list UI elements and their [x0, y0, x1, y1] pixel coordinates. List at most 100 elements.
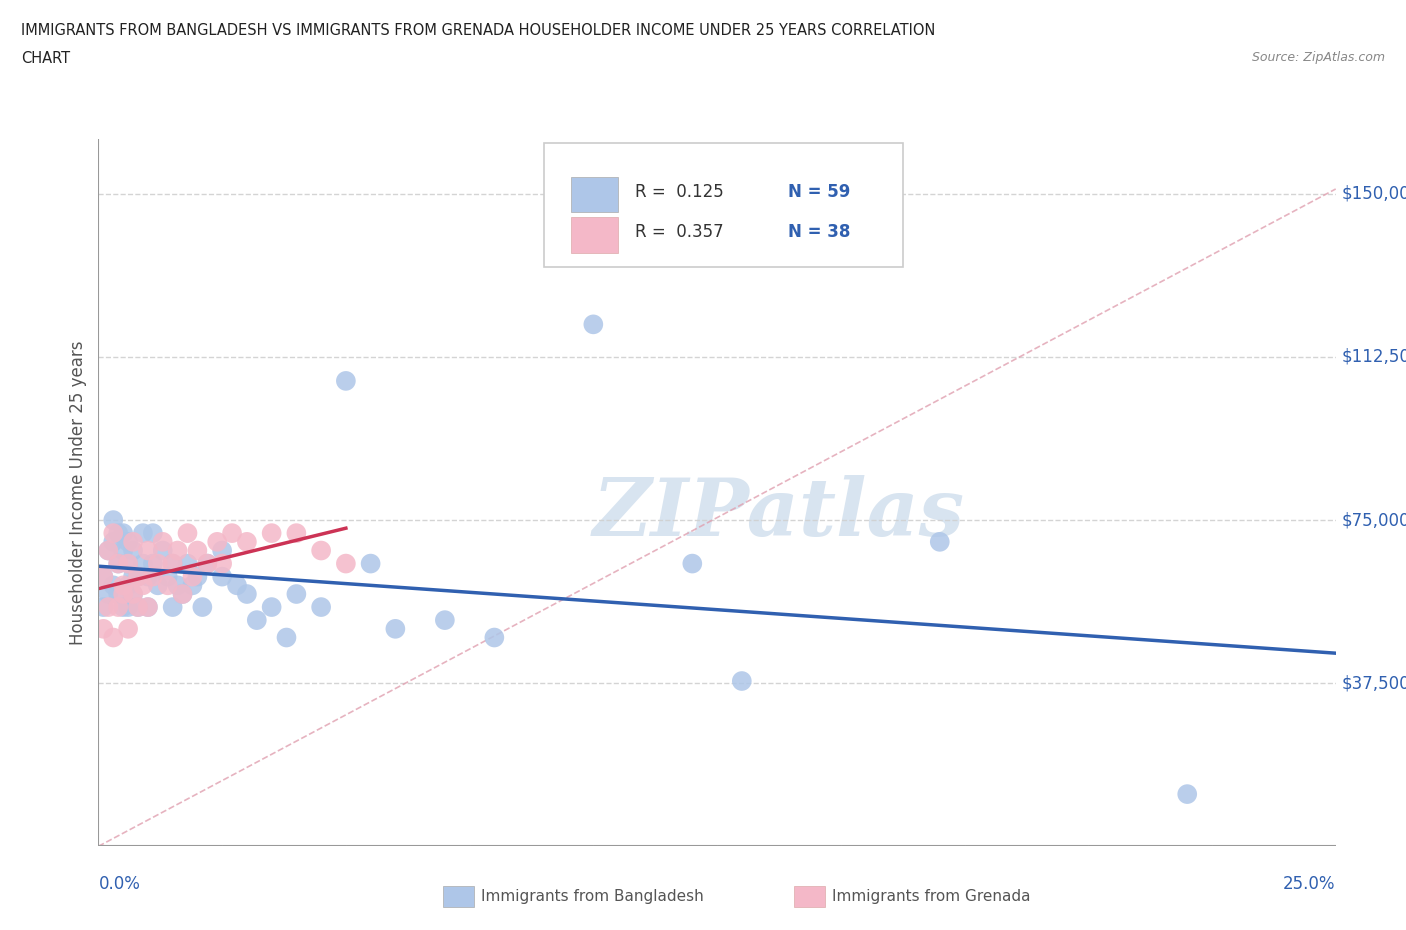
- Point: [195, 556, 218, 571]
- Point: [142, 525, 165, 540]
- FancyBboxPatch shape: [544, 143, 903, 267]
- Point: [236, 587, 259, 602]
- Point: [260, 600, 283, 615]
- Point: [97, 543, 120, 558]
- Point: [166, 543, 188, 558]
- Point: [285, 525, 308, 540]
- Point: [176, 556, 198, 571]
- Point: [93, 621, 115, 636]
- Point: [122, 569, 145, 584]
- Point: [127, 600, 149, 615]
- Point: [186, 569, 208, 584]
- Point: [211, 556, 233, 571]
- Point: [205, 535, 228, 550]
- Text: $75,000: $75,000: [1341, 512, 1406, 529]
- Point: [236, 535, 259, 550]
- Point: [582, 317, 605, 332]
- Point: [172, 587, 194, 602]
- Point: [107, 556, 129, 571]
- Point: [360, 556, 382, 571]
- Point: [103, 525, 125, 540]
- Point: [103, 631, 125, 645]
- Point: [122, 587, 145, 602]
- Point: [112, 578, 135, 592]
- Point: [136, 600, 159, 615]
- FancyBboxPatch shape: [571, 177, 619, 212]
- Text: $150,000: $150,000: [1341, 185, 1406, 203]
- Point: [127, 600, 149, 615]
- Point: [97, 587, 120, 602]
- Text: Immigrants from Bangladesh: Immigrants from Bangladesh: [481, 889, 703, 904]
- Point: [285, 587, 308, 602]
- Text: CHART: CHART: [21, 51, 70, 66]
- Point: [221, 525, 243, 540]
- Point: [172, 587, 194, 602]
- Point: [122, 587, 145, 602]
- Point: [166, 578, 188, 592]
- Text: 25.0%: 25.0%: [1284, 874, 1336, 893]
- Point: [260, 525, 283, 540]
- Point: [127, 569, 149, 584]
- Point: [181, 569, 204, 584]
- Point: [103, 578, 125, 592]
- Point: [309, 600, 332, 615]
- Point: [731, 673, 754, 688]
- Point: [107, 556, 129, 571]
- Point: [191, 600, 214, 615]
- Point: [97, 543, 120, 558]
- Point: [246, 613, 269, 628]
- Point: [103, 512, 125, 527]
- Point: [107, 587, 129, 602]
- Point: [117, 535, 139, 550]
- Point: [112, 600, 135, 615]
- Point: [146, 556, 169, 571]
- Point: [132, 578, 155, 592]
- Text: Source: ZipAtlas.com: Source: ZipAtlas.com: [1251, 51, 1385, 64]
- Text: $112,500: $112,500: [1341, 348, 1406, 366]
- Text: ZIPatlas: ZIPatlas: [593, 475, 965, 552]
- Point: [162, 556, 184, 571]
- Point: [122, 535, 145, 550]
- Point: [226, 578, 249, 592]
- Point: [107, 525, 129, 540]
- Point: [1175, 787, 1198, 802]
- Point: [112, 525, 135, 540]
- Point: [211, 569, 233, 584]
- Point: [186, 543, 208, 558]
- Point: [928, 535, 950, 550]
- Point: [107, 600, 129, 615]
- Text: 0.0%: 0.0%: [98, 874, 141, 893]
- Point: [97, 600, 120, 615]
- Point: [93, 600, 115, 615]
- Point: [142, 556, 165, 571]
- Point: [484, 631, 506, 645]
- Point: [152, 543, 174, 558]
- Point: [112, 587, 135, 602]
- Point: [93, 569, 115, 584]
- Point: [117, 600, 139, 615]
- Point: [681, 556, 703, 571]
- Point: [211, 543, 233, 558]
- Point: [112, 543, 135, 558]
- Text: R =  0.357: R = 0.357: [636, 223, 724, 242]
- Point: [162, 556, 184, 571]
- Point: [335, 374, 357, 389]
- Point: [117, 556, 139, 571]
- Point: [142, 569, 165, 584]
- Point: [433, 613, 456, 628]
- Point: [384, 621, 406, 636]
- Point: [136, 543, 159, 558]
- Point: [195, 556, 218, 571]
- Point: [146, 578, 169, 592]
- Point: [117, 556, 139, 571]
- Point: [136, 600, 159, 615]
- Y-axis label: Householder Income Under 25 years: Householder Income Under 25 years: [69, 340, 87, 645]
- Point: [152, 535, 174, 550]
- Point: [156, 578, 179, 592]
- Point: [122, 543, 145, 558]
- Point: [117, 578, 139, 592]
- Text: $37,500: $37,500: [1341, 674, 1406, 692]
- Text: R =  0.125: R = 0.125: [636, 183, 724, 201]
- Text: Immigrants from Grenada: Immigrants from Grenada: [832, 889, 1031, 904]
- Text: IMMIGRANTS FROM BANGLADESH VS IMMIGRANTS FROM GRENADA HOUSEHOLDER INCOME UNDER 2: IMMIGRANTS FROM BANGLADESH VS IMMIGRANTS…: [21, 23, 935, 38]
